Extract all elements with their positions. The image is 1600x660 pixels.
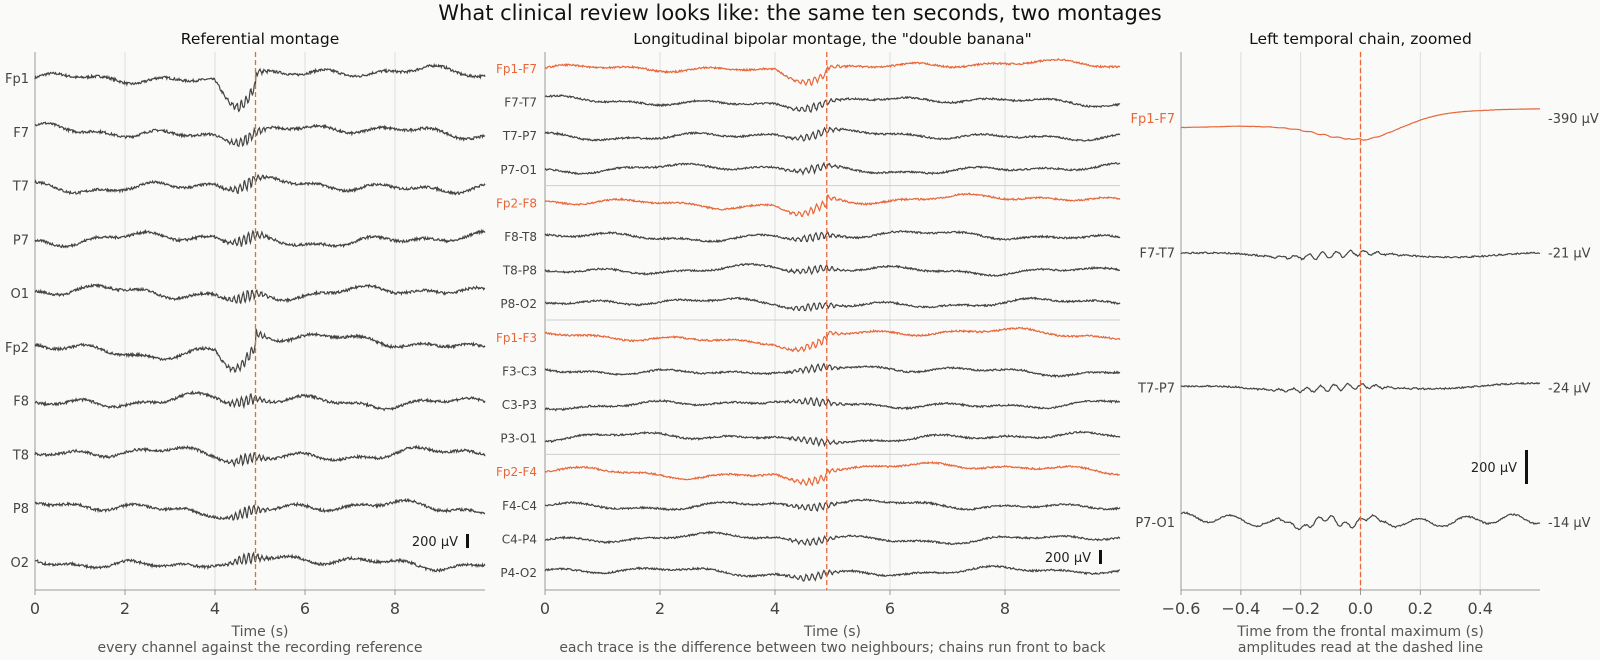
x-tick-label: 8 <box>390 599 400 618</box>
channel-label: C3-P3 <box>502 398 537 412</box>
trace-fp2 <box>34 328 486 374</box>
panel-3: Left temporal chain, zoomed −0.6 −0.4 −0.2 0… <box>1131 30 1599 656</box>
channel-label: T7 <box>12 180 29 195</box>
trace-p4-o2 <box>544 564 1121 582</box>
trace-fp1-f7 <box>1180 108 1540 141</box>
scale-bar-label: 200 µV <box>1471 461 1517 476</box>
panel-title: Referential montage <box>181 30 339 48</box>
amplitude-readout: -390 µV <box>1548 112 1599 127</box>
trace-t8-p8 <box>544 262 1121 278</box>
trace-p7 <box>34 228 486 249</box>
trace-p3-o1 <box>544 430 1121 448</box>
x-tick-label: 2 <box>655 599 665 618</box>
trace-f4-c4 <box>544 498 1121 512</box>
channel-label: P3-O1 <box>500 432 537 446</box>
channel-label: F7-T7 <box>1140 247 1175 262</box>
trace-p8 <box>34 497 486 521</box>
channel-label: T8 <box>12 448 29 463</box>
channel-label: F7 <box>13 126 29 141</box>
amplitude-readout: -14 µV <box>1548 516 1591 531</box>
x-tick-label: 4 <box>770 599 780 618</box>
x-tick-label: −0.6 <box>1162 599 1201 618</box>
x-tick-label: 0 <box>540 599 550 618</box>
x-tick-label: 6 <box>300 599 310 618</box>
x-tick-label: 0 <box>30 599 40 618</box>
channel-label: P7-O1 <box>1135 516 1175 531</box>
x-tick-label: 2 <box>120 599 130 618</box>
channel-label: Fp1-F7 <box>496 62 537 76</box>
trace-o1 <box>34 283 486 305</box>
trace-c4-p4 <box>544 530 1121 547</box>
channel-label: Fp1 <box>5 72 29 87</box>
channel-label: F8-T8 <box>504 230 537 244</box>
trace-p7-o1 <box>544 161 1121 176</box>
trace-t7-p7 <box>544 126 1121 142</box>
trace-fp1-f7 <box>544 57 1121 87</box>
scale-bar-label: 200 µV <box>412 535 458 550</box>
channel-label: T7-P7 <box>1137 381 1175 396</box>
channel-label: F4-C4 <box>502 499 537 513</box>
channel-label: F3-C3 <box>502 364 537 378</box>
channel-label: P8 <box>13 502 29 517</box>
amplitude-readout: -24 µV <box>1548 381 1591 396</box>
x-axis-label: Time from the frontal maximum (s) <box>1236 624 1484 640</box>
trace-f3-c3 <box>544 362 1121 379</box>
trace-f7-t7 <box>544 94 1121 113</box>
x-tick-label: 0.0 <box>1348 599 1373 618</box>
x-axis-label: Time (s) <box>803 624 861 640</box>
channel-label: T7-P7 <box>502 129 537 143</box>
trace-c3-p3 <box>544 396 1121 412</box>
panel-title: Left temporal chain, zoomed <box>1249 30 1472 48</box>
channel-label: T8-P8 <box>502 264 537 278</box>
panel-2: Longitudinal bipolar montage, the "doubl… <box>496 30 1121 656</box>
trace-fp2-f4 <box>544 460 1121 487</box>
x-tick-label: 0.4 <box>1467 599 1492 618</box>
channel-label: P7 <box>13 233 29 248</box>
scale-bar <box>1525 450 1528 484</box>
channel-label: Fp2 <box>5 341 29 356</box>
x-tick-label: −0.4 <box>1221 599 1260 618</box>
channel-label: C4-P4 <box>502 532 537 546</box>
panel-title: Longitudinal bipolar montage, the "doubl… <box>633 30 1032 48</box>
channel-label: P8-O2 <box>500 297 537 311</box>
trace-t8 <box>34 444 486 468</box>
trace-o2 <box>34 551 486 573</box>
amplitude-readout: -21 µV <box>1548 247 1591 262</box>
trace-p8-o2 <box>544 296 1121 313</box>
channel-label: Fp2-F4 <box>496 465 537 479</box>
scale-bar-label: 200 µV <box>1045 551 1091 566</box>
channel-label: F8 <box>13 395 29 410</box>
scale-bar <box>466 534 469 548</box>
panel-1: Referential montage 0 2 4 6 8 Time (s)every ch… <box>5 30 486 656</box>
panel-subtitle: every channel against the recording refe… <box>98 640 423 656</box>
trace-fp1-f3 <box>544 326 1121 353</box>
channel-label: O2 <box>10 556 29 571</box>
x-tick-label: 4 <box>210 599 220 618</box>
x-tick-label: 6 <box>885 599 895 618</box>
x-tick-label: 0.2 <box>1408 599 1433 618</box>
channel-label: Fp1-F3 <box>496 331 537 345</box>
channel-label: P4-O2 <box>500 566 537 580</box>
channel-label: P7-O1 <box>500 163 537 177</box>
channel-label: Fp2-F8 <box>496 196 537 210</box>
scale-bar <box>1099 550 1102 564</box>
panel-subtitle: amplitudes read at the dashed line <box>1238 640 1483 656</box>
trace-fp2-f8 <box>544 192 1121 218</box>
x-tick-label: 8 <box>1000 599 1010 618</box>
figure-title: What clinical review looks like: the sam… <box>438 1 1162 25</box>
channel-label: O1 <box>10 287 29 302</box>
channel-label: Fp1-F7 <box>1131 112 1175 127</box>
x-axis-label: Time (s) <box>231 624 289 640</box>
channel-label: F7-T7 <box>504 96 537 110</box>
trace-f8 <box>34 389 486 412</box>
trace-fp1 <box>34 62 486 113</box>
x-tick-label: −0.2 <box>1281 599 1320 618</box>
trace-f8-t8 <box>544 229 1121 244</box>
trace-t7 <box>34 173 486 196</box>
panel-subtitle: each trace is the difference between two… <box>559 640 1106 656</box>
trace-f7 <box>34 121 486 148</box>
